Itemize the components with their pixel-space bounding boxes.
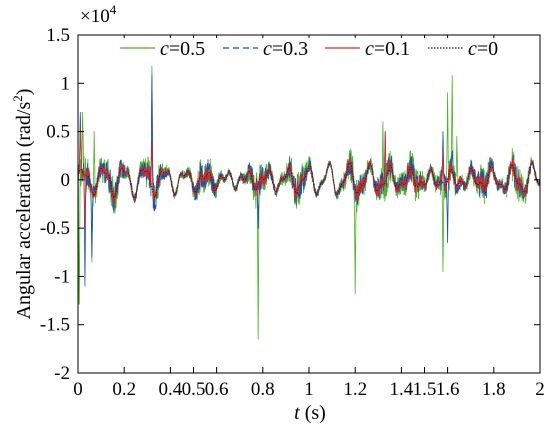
- x-tick-label: 1.5: [413, 379, 437, 400]
- x-tick-label: 0.6: [205, 379, 229, 400]
- y-tick-label: -0.5: [40, 218, 70, 239]
- x-tick-label: 0.4: [159, 379, 183, 400]
- y-tick-label: -1: [54, 266, 70, 287]
- x-tick-label: 1: [304, 379, 314, 400]
- ticks-layer: 0 0.2 0.4 0.5 0.6 0.8 1 1.2 1.4 1.5 1.6 1.8 2-2-1.5-…: [40, 25, 545, 400]
- series-line-c-0-3: [77, 75, 541, 287]
- y-tick-label: 0: [61, 170, 71, 191]
- x-tick-label: 2: [535, 379, 545, 400]
- x-tick-label: 1.4: [390, 379, 414, 400]
- x-tick-label: 1.2: [343, 379, 367, 400]
- y-tick-label: 1: [61, 73, 71, 94]
- legend-label: c=0.1: [365, 38, 410, 60]
- y-tick-label: 1.5: [46, 25, 70, 46]
- x-tick-label: 1.6: [436, 379, 460, 400]
- legend-box: [118, 38, 538, 66]
- x-tick-label: 0: [73, 379, 83, 400]
- x-tick-label: 0.2: [112, 379, 136, 400]
- y-tick-label: -1.5: [40, 315, 70, 336]
- series-layer: [77, 63, 541, 340]
- legend-label: c=0.3: [263, 38, 308, 60]
- legend: c=0.5 c=0.3 c=0.1 c=0: [118, 38, 538, 66]
- y-multiplier: ×104: [80, 2, 117, 27]
- y-tick-label: 0.5: [46, 122, 70, 143]
- x-tick-label: 1.8: [482, 379, 506, 400]
- y-axis-title: Angular acceleration (rad/s2): [10, 89, 35, 320]
- plot-area: [78, 35, 540, 373]
- x-axis-title: t (s): [294, 402, 326, 424]
- x-tick-label: 0.8: [251, 379, 275, 400]
- legend-label: c=0: [468, 38, 498, 60]
- x-tick-label: 0.5: [182, 379, 206, 400]
- legend-label: c=0.5: [160, 38, 205, 60]
- y-tick-label: -2: [54, 363, 70, 384]
